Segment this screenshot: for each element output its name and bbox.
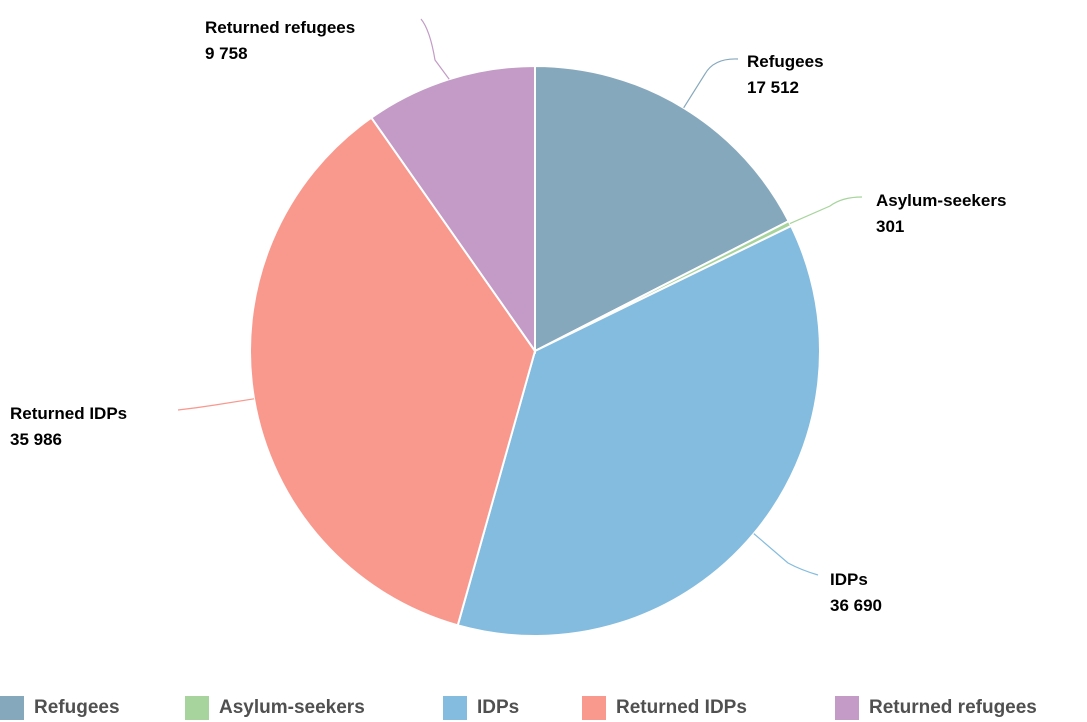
legend-label-refugees: Refugees <box>34 697 120 718</box>
slice-labels: Refugees 17 512 Asylum-seekers 301 IDPs 36 69… <box>10 18 1006 615</box>
leader-line-returned-refugees <box>420 18 450 80</box>
legend-label-returned-idps: Returned IDPs <box>616 697 747 718</box>
pie-slice-refugees[interactable] <box>534 64 791 353</box>
slice-label-name-returned-idps: Returned IDPs <box>10 404 127 423</box>
legend-swatch-returned-idps <box>582 696 606 720</box>
legend-item-returned-refugees[interactable]: Returned refugees <box>835 694 1037 722</box>
legend-swatch-refugees <box>0 696 24 720</box>
legend-item-asylum-seekers[interactable]: Asylum-seekers <box>185 694 365 722</box>
pie-slice-returned-refugees[interactable] <box>369 64 536 355</box>
leader-line-returned-idps <box>177 398 255 411</box>
legend-swatch-idps <box>443 696 467 720</box>
slice-label-value-returned-refugees: 9 758 <box>205 44 248 63</box>
slice-label-name-refugees: Refugees <box>747 52 824 71</box>
legend-label-returned-refugees: Returned refugees <box>869 697 1037 718</box>
legend-label-idps: IDPs <box>477 697 520 718</box>
slice-label-value-returned-idps: 35 986 <box>10 430 62 449</box>
leader-line-asylum-seekers <box>789 196 863 225</box>
legend-swatch-asylum-seekers <box>185 696 209 720</box>
slice-label-value-refugees: 17 512 <box>747 78 799 97</box>
slice-label-name-idps: IDPs <box>830 570 868 589</box>
leader-line-refugees <box>683 58 739 109</box>
slice-label-value-idps: 36 690 <box>830 596 882 615</box>
legend-label-asylum-seekers: Asylum-seekers <box>219 697 365 718</box>
leader-lines <box>177 18 863 576</box>
slice-label-name-returned-refugees: Returned refugees <box>205 18 355 37</box>
pie-slice-returned-idps[interactable] <box>249 116 537 627</box>
slice-label-value-asylum-seekers: 301 <box>876 217 904 236</box>
legend-item-returned-idps[interactable]: Returned IDPs <box>582 694 747 722</box>
legend-item-idps[interactable]: IDPs <box>443 694 519 722</box>
pie-slices <box>249 64 821 637</box>
leader-line-idps <box>753 533 819 576</box>
pie-slice-idps[interactable] <box>456 224 821 637</box>
legend: Refugees Asylum-seekers IDPs Returned ID… <box>0 694 1087 722</box>
legend-item-refugees[interactable]: Refugees <box>0 694 120 722</box>
slice-label-name-asylum-seekers: Asylum-seekers <box>876 191 1006 210</box>
legend-swatch-returned-refugees <box>835 696 859 720</box>
